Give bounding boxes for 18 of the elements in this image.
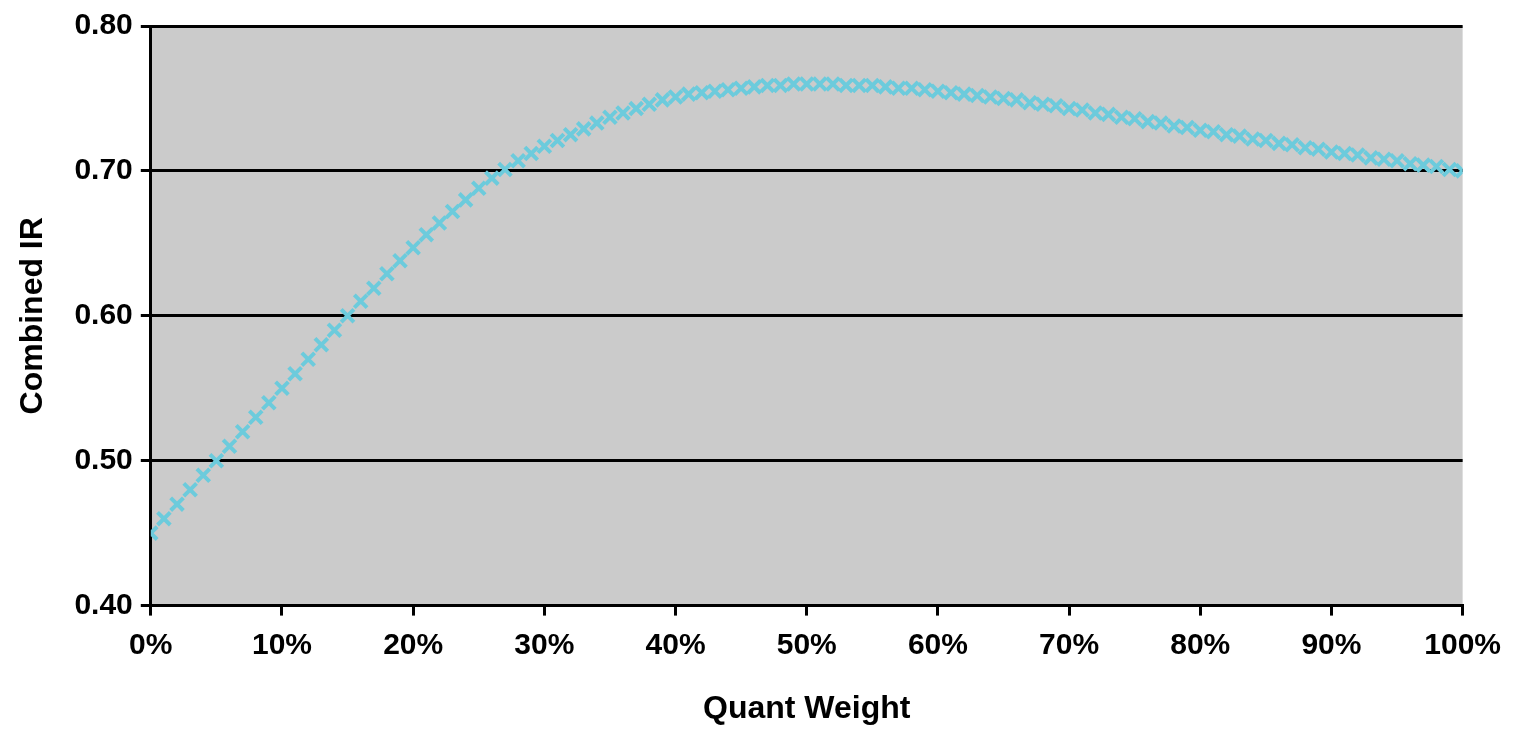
x-tick-label: 20% bbox=[383, 626, 444, 660]
y-tick-label: 0.70 bbox=[74, 152, 133, 186]
x-tick-label: 40% bbox=[645, 626, 706, 660]
x-tick-label: 30% bbox=[514, 626, 575, 660]
y-axis-title: Combined IR bbox=[13, 217, 50, 415]
x-tick-label: 10% bbox=[251, 626, 312, 660]
x-tick-label: 0% bbox=[129, 626, 173, 660]
x-tick-label: 60% bbox=[907, 626, 968, 660]
x-tick-label: 100% bbox=[1424, 626, 1501, 660]
x-tick-label: 70% bbox=[1039, 626, 1100, 660]
x-tick-label: 80% bbox=[1170, 626, 1231, 660]
y-tick-label: 0.50 bbox=[74, 441, 133, 475]
x-tick-label: 50% bbox=[776, 626, 837, 660]
y-tick-label: 0.80 bbox=[74, 7, 133, 41]
y-tick-label: 0.40 bbox=[74, 586, 133, 620]
y-tick-label: 0.60 bbox=[74, 297, 133, 331]
x-tick-label: 90% bbox=[1301, 626, 1362, 660]
x-axis-title: Quant Weight bbox=[703, 688, 911, 725]
